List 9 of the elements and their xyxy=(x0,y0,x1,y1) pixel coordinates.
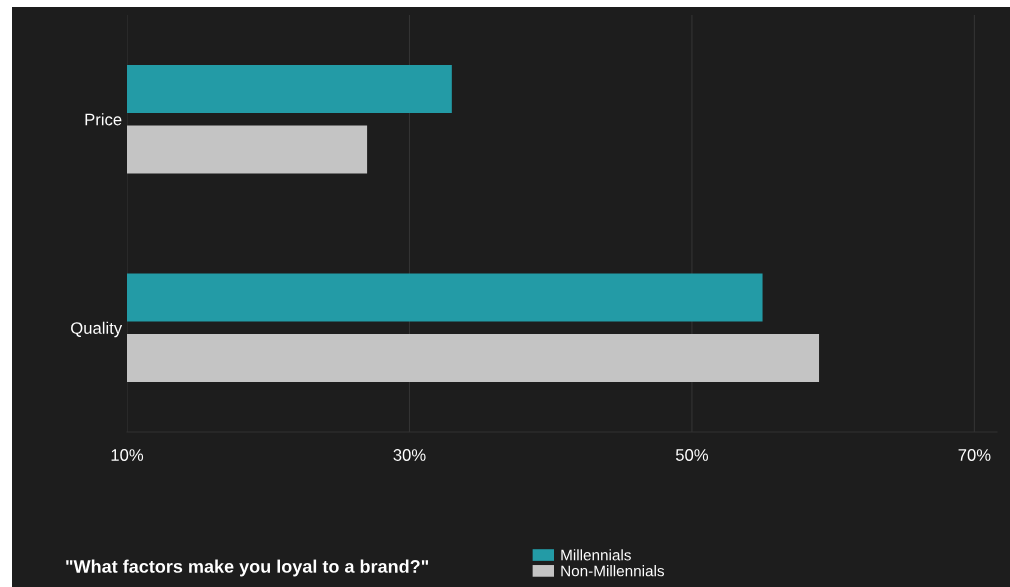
text: "What factors make you loyal to a brand?" xyxy=(66,559,429,577)
x-tick-label: 30% xyxy=(393,449,426,461)
x-tick-label: 70% xyxy=(958,449,991,461)
legend-label: Millennials xyxy=(561,549,631,561)
x-tick-label: 10% xyxy=(111,449,144,461)
legend-label: Non-Millennials xyxy=(561,565,665,577)
y-tick-label: Quality xyxy=(71,321,123,338)
y-tick-label: Price xyxy=(85,113,122,126)
x-tick-label: 50% xyxy=(675,449,709,461)
